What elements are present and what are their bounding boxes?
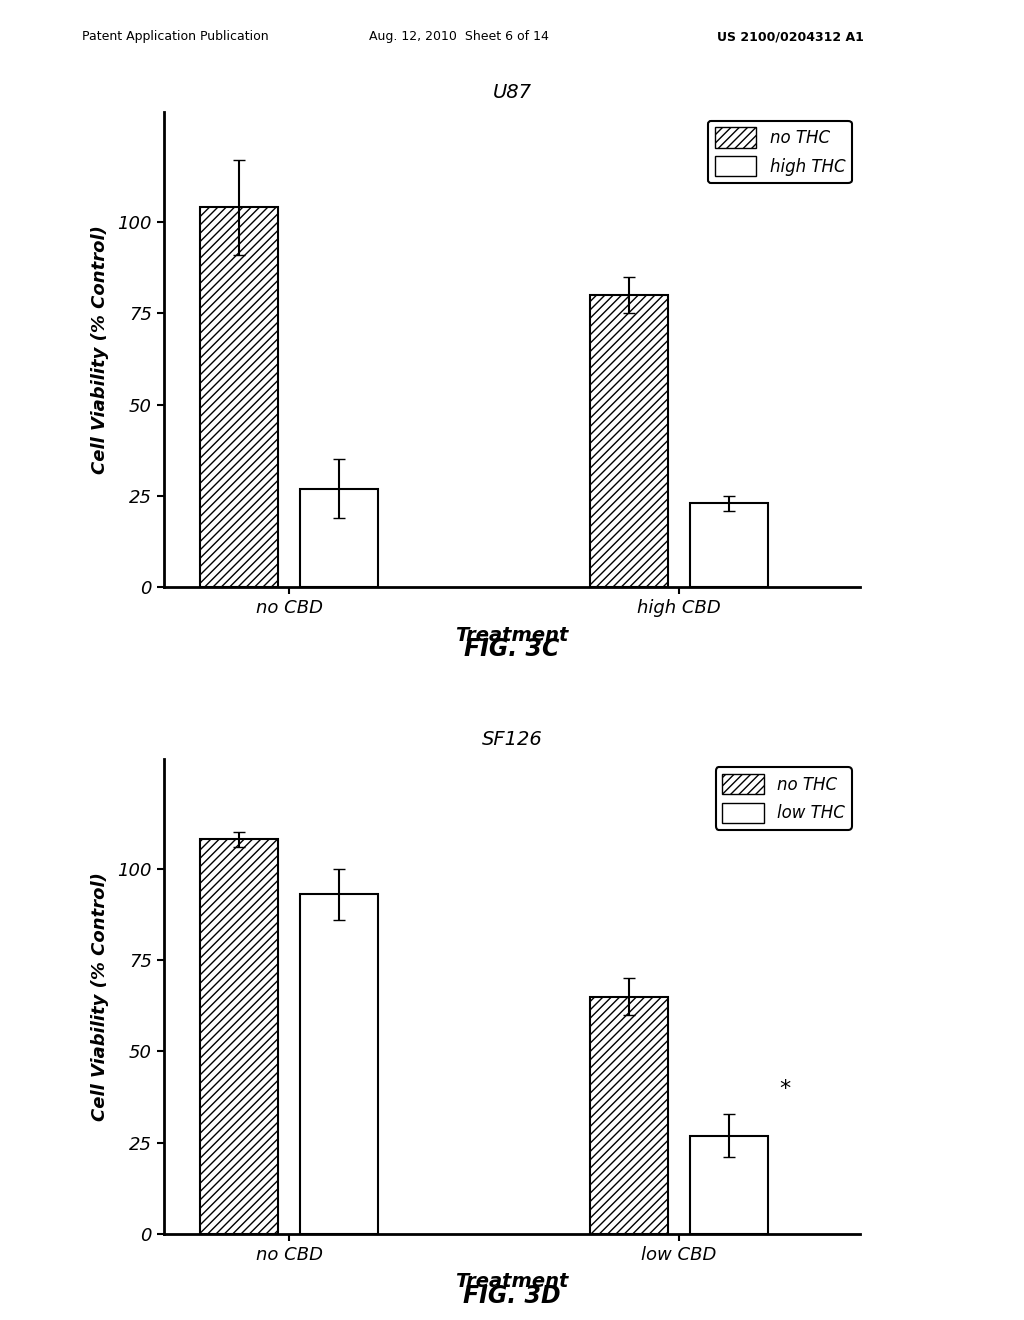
Bar [590, 997, 668, 1234]
Bar [690, 1135, 768, 1234]
Bar [590, 294, 668, 587]
Bar [300, 488, 378, 587]
Legend: no THC, low THC: no THC, low THC [716, 767, 852, 830]
Text: Aug. 12, 2010  Sheet 6 of 14: Aug. 12, 2010 Sheet 6 of 14 [369, 30, 549, 44]
Bar [690, 503, 768, 587]
Text: Patent Application Publication: Patent Application Publication [82, 30, 268, 44]
Title: U87: U87 [493, 83, 531, 103]
X-axis label: Treatment: Treatment [456, 626, 568, 644]
Legend: no THC, high THC: no THC, high THC [708, 120, 852, 183]
Text: FIG. 3C: FIG. 3C [464, 638, 560, 661]
Bar [200, 207, 279, 587]
Text: FIG. 3D: FIG. 3D [463, 1284, 561, 1308]
Y-axis label: Cell Viability (% Control): Cell Viability (% Control) [91, 873, 110, 1121]
Y-axis label: Cell Viability (% Control): Cell Viability (% Control) [91, 226, 110, 474]
Text: US 2100/0204312 A1: US 2100/0204312 A1 [717, 30, 863, 44]
Title: SF126: SF126 [481, 730, 543, 750]
Bar [300, 894, 378, 1234]
Text: *: * [779, 1078, 791, 1100]
Bar [200, 840, 279, 1234]
X-axis label: Treatment: Treatment [456, 1272, 568, 1291]
